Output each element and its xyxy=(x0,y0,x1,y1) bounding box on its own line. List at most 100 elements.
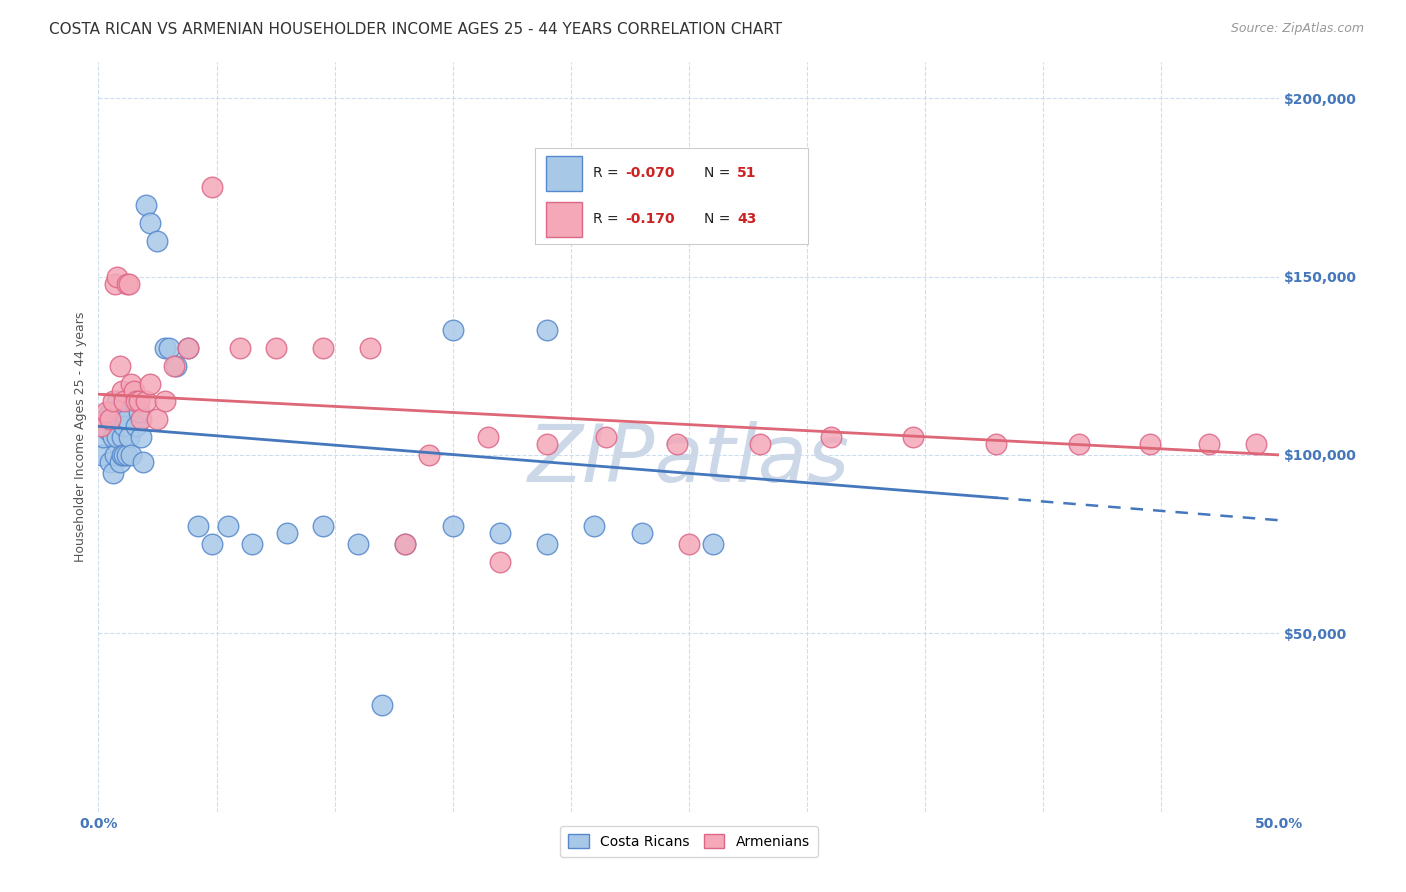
Point xyxy=(111,448,134,462)
Point xyxy=(984,437,1007,451)
Text: COSTA RICAN VS ARMENIAN HOUSEHOLDER INCOME AGES 25 - 44 YEARS CORRELATION CHART: COSTA RICAN VS ARMENIAN HOUSEHOLDER INCO… xyxy=(49,22,782,37)
Point xyxy=(312,519,335,533)
Point xyxy=(146,234,169,248)
Point xyxy=(90,419,112,434)
Point xyxy=(121,376,143,391)
Bar xyxy=(546,156,582,191)
Point xyxy=(583,519,606,533)
Point xyxy=(135,198,157,212)
Text: R =: R = xyxy=(592,166,623,180)
Point xyxy=(201,180,224,194)
Text: 51: 51 xyxy=(737,166,756,180)
Point xyxy=(702,537,724,551)
Point xyxy=(441,323,464,337)
Point xyxy=(477,430,499,444)
Point xyxy=(129,412,152,426)
Text: 43: 43 xyxy=(737,212,756,227)
Point xyxy=(97,423,120,437)
Point xyxy=(163,359,186,373)
Point xyxy=(1198,437,1220,451)
Text: R =: R = xyxy=(592,212,627,227)
Point xyxy=(536,437,558,451)
Point xyxy=(139,376,162,391)
Text: ZIPatlas: ZIPatlas xyxy=(527,420,851,499)
Point xyxy=(91,430,114,444)
Point xyxy=(112,419,135,434)
Text: -0.170: -0.170 xyxy=(626,212,675,227)
Legend: Costa Ricans, Armenians: Costa Ricans, Armenians xyxy=(560,826,818,857)
Point xyxy=(128,394,150,409)
Point xyxy=(125,394,148,409)
Point xyxy=(101,430,124,444)
Point xyxy=(125,419,148,434)
Point xyxy=(187,519,209,533)
Point xyxy=(441,519,464,533)
Point xyxy=(630,526,652,541)
Point xyxy=(276,526,298,541)
Point xyxy=(153,341,176,355)
Point xyxy=(111,384,134,398)
Point xyxy=(104,277,127,291)
Text: -0.070: -0.070 xyxy=(626,166,675,180)
Point xyxy=(264,341,287,355)
Point xyxy=(111,430,134,444)
Point xyxy=(1139,437,1161,451)
Bar xyxy=(546,202,582,236)
Point xyxy=(394,537,416,551)
Point xyxy=(418,448,440,462)
Y-axis label: Householder Income Ages 25 - 44 years: Householder Income Ages 25 - 44 years xyxy=(73,312,87,562)
Point xyxy=(101,394,124,409)
Point xyxy=(105,430,128,444)
Point xyxy=(748,437,770,451)
Point xyxy=(359,341,381,355)
Point xyxy=(153,394,176,409)
Point xyxy=(347,537,370,551)
Point xyxy=(201,537,224,551)
Point xyxy=(121,448,143,462)
Point xyxy=(115,412,138,426)
Point xyxy=(595,430,617,444)
Point xyxy=(112,394,135,409)
Point xyxy=(135,394,157,409)
Point xyxy=(394,537,416,551)
Point xyxy=(371,698,394,712)
Point xyxy=(139,216,162,230)
Point xyxy=(536,537,558,551)
Point xyxy=(312,341,335,355)
Point xyxy=(101,466,124,480)
Point xyxy=(90,448,112,462)
Point xyxy=(122,384,145,398)
Point xyxy=(98,455,121,469)
Point xyxy=(112,448,135,462)
Point xyxy=(98,412,121,426)
Point xyxy=(146,412,169,426)
Point xyxy=(94,405,117,419)
Point xyxy=(115,277,138,291)
Point xyxy=(217,519,239,533)
Point xyxy=(118,277,141,291)
Point xyxy=(105,394,128,409)
Point xyxy=(240,537,263,551)
Point xyxy=(678,537,700,551)
Text: Source: ZipAtlas.com: Source: ZipAtlas.com xyxy=(1230,22,1364,36)
Point xyxy=(129,430,152,444)
Point xyxy=(104,448,127,462)
Point xyxy=(177,341,200,355)
Point xyxy=(536,323,558,337)
Point xyxy=(177,341,200,355)
Point xyxy=(115,448,138,462)
Point xyxy=(820,430,842,444)
Point xyxy=(157,341,180,355)
Point xyxy=(108,412,131,426)
Text: N =: N = xyxy=(704,166,735,180)
Point xyxy=(1244,437,1267,451)
Point xyxy=(666,437,689,451)
Point xyxy=(108,359,131,373)
Point xyxy=(108,455,131,469)
Point xyxy=(903,430,925,444)
Point xyxy=(165,359,187,373)
Point xyxy=(98,405,121,419)
Point xyxy=(489,526,512,541)
Point xyxy=(132,455,155,469)
Point xyxy=(229,341,252,355)
